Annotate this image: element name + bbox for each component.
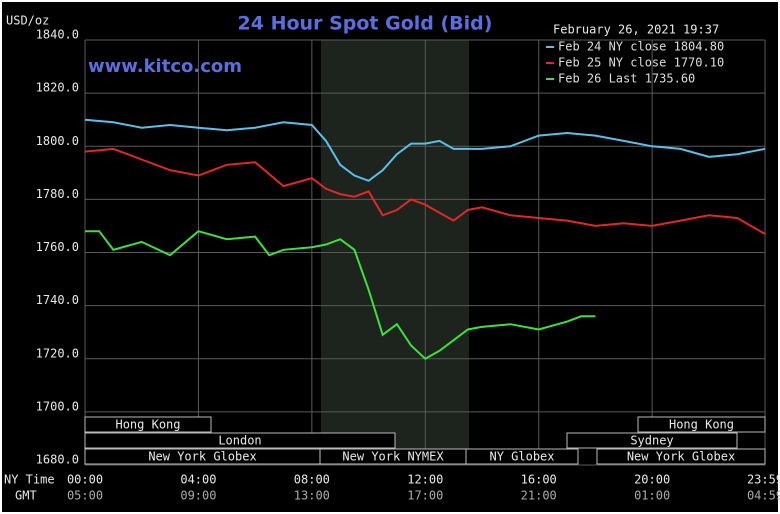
y-tick-label: 1800.0 [36,134,79,148]
y-tick-label: 1680.0 [36,453,79,467]
y-tick-label: 1820.0 [36,81,79,95]
x-tick-label: 23:59 [747,473,780,487]
y-unit: USD/oz [6,14,49,28]
y-tick-label: 1740.0 [36,293,79,307]
x-tick-label: 16:00 [521,473,557,487]
x2-axis-label: GMT [15,489,37,503]
session-label: New York NYMEX [342,450,444,464]
session-bar [566,432,738,449]
x2-tick-label: 04:59 [747,489,780,503]
x-tick-label: 20:00 [634,473,670,487]
watermark: www.kitco.com [88,56,242,77]
session-bar [637,416,766,433]
session-bar [84,432,396,449]
session-label: New York Globex [148,450,256,464]
legend-label: Feb 24 NY close 1804.80 [558,40,724,54]
x2-tick-label: 09:00 [180,489,216,503]
series-line [85,230,596,361]
legend-label: Feb 25 NY close 1770.10 [558,56,724,70]
x-tick-label: 08:00 [294,473,330,487]
chart-title: 24 Hour Spot Gold (Bid) [238,13,493,35]
session-label: Hong Kong [669,418,734,432]
x-tick-label: 12:00 [407,473,443,487]
x2-tick-label: 05:00 [67,489,103,503]
session-label: London [218,434,261,448]
y-tick-label: 1720.0 [36,346,79,360]
session-label: New York Globex [627,450,735,464]
x2-tick-label: 01:00 [634,489,670,503]
series-line [84,118,766,182]
session-bar [84,416,212,433]
series-line [84,147,766,235]
y-tick-label: 1840.0 [36,28,79,42]
x-tick-label: 00:00 [67,473,103,487]
y-tick-label: 1700.0 [36,399,79,413]
x-tick-label: 04:00 [180,473,216,487]
y-tick-label: 1780.0 [36,187,79,201]
session-label: Sydney [630,434,673,448]
timestamp: February 26, 2021 19:37 [553,23,719,37]
y-tick-label: 1760.0 [36,240,79,254]
session-bar [465,448,579,465]
session-bar [596,448,766,465]
x2-tick-label: 13:00 [294,489,330,503]
session-label: NY Globex [489,450,554,464]
session-label: Hong Kong [115,418,180,432]
legend-label: Feb 26 Last 1735.60 [558,72,695,86]
x2-tick-label: 17:00 [407,489,443,503]
x-axis-label: NY Time [4,473,55,487]
x2-tick-label: 21:00 [521,489,557,503]
